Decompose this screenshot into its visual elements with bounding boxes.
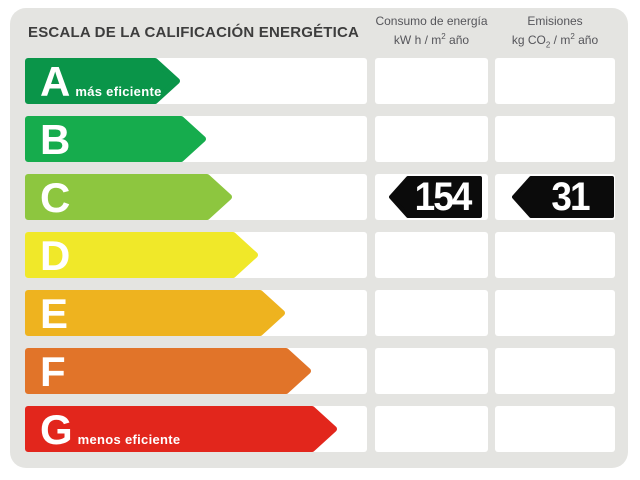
rating-row-d: D: [10, 232, 628, 279]
consumo-value: 154: [414, 174, 473, 219]
column-header-emisiones: Emisiones kg CO2 / m2 año: [490, 13, 620, 53]
consumo-cell: [375, 290, 488, 336]
rating-letter: B: [40, 116, 71, 163]
energy-label-panel: ESCALA DE LA CALIFICACIÓN ENERGÉTICA Con…: [10, 8, 628, 468]
consumo-cell: [375, 232, 488, 278]
page-title: ESCALA DE LA CALIFICACIÓN ENERGÉTICA: [28, 24, 360, 41]
emisiones-column-title: Emisiones: [527, 14, 583, 28]
column-header-consumo: Consumo de energía kW h / m2 año: [368, 13, 495, 48]
emisiones-value-tag: 31: [512, 174, 615, 220]
rating-row-f: F: [10, 348, 628, 395]
rating-row-b: B: [10, 116, 628, 163]
rating-letter: C: [40, 174, 71, 221]
consumo-column-title: Consumo de energía: [375, 14, 488, 28]
rating-arrow: E: [25, 290, 285, 337]
emisiones-cell: [495, 406, 615, 452]
consumo-cell: [375, 116, 488, 162]
emisiones-value: 31: [551, 174, 590, 219]
rating-arrow: G menos eficiente: [25, 406, 337, 453]
rating-letter: G: [40, 406, 73, 453]
emisiones-cell: [495, 116, 615, 162]
rating-row-a: A más eficiente: [10, 58, 628, 105]
rating-arrow: A más eficiente: [25, 58, 180, 105]
consumo-cell: [375, 58, 488, 104]
emisiones-cell: 31: [495, 174, 615, 220]
consumo-column-unit: kW h / m2 año: [393, 32, 470, 47]
rating-letter: E: [40, 290, 69, 337]
rating-letter: D: [40, 232, 71, 279]
consumo-value-tag: 154: [389, 174, 483, 220]
rating-letter: F: [40, 348, 66, 395]
rating-arrow: B: [25, 116, 206, 163]
emisiones-cell: [495, 58, 615, 104]
consumo-cell: [375, 348, 488, 394]
rating-row-e: E: [10, 290, 628, 337]
rating-letter: A: [40, 58, 71, 105]
rating-arrow: D: [25, 232, 258, 279]
emisiones-cell: [495, 348, 615, 394]
consumo-cell: [375, 406, 488, 452]
emisiones-column-unit: kg CO2 / m2 año: [511, 32, 599, 50]
rating-note: más eficiente: [75, 84, 162, 99]
emisiones-cell: [495, 232, 615, 278]
consumo-cell: 154: [375, 174, 488, 220]
rating-arrow: F: [25, 348, 311, 395]
emisiones-cell: [495, 290, 615, 336]
rating-arrow: C: [25, 174, 232, 221]
rating-row-g: G menos eficiente: [10, 406, 628, 453]
rating-row-c: 154 31 C: [10, 174, 628, 221]
rating-note: menos eficiente: [77, 432, 181, 447]
